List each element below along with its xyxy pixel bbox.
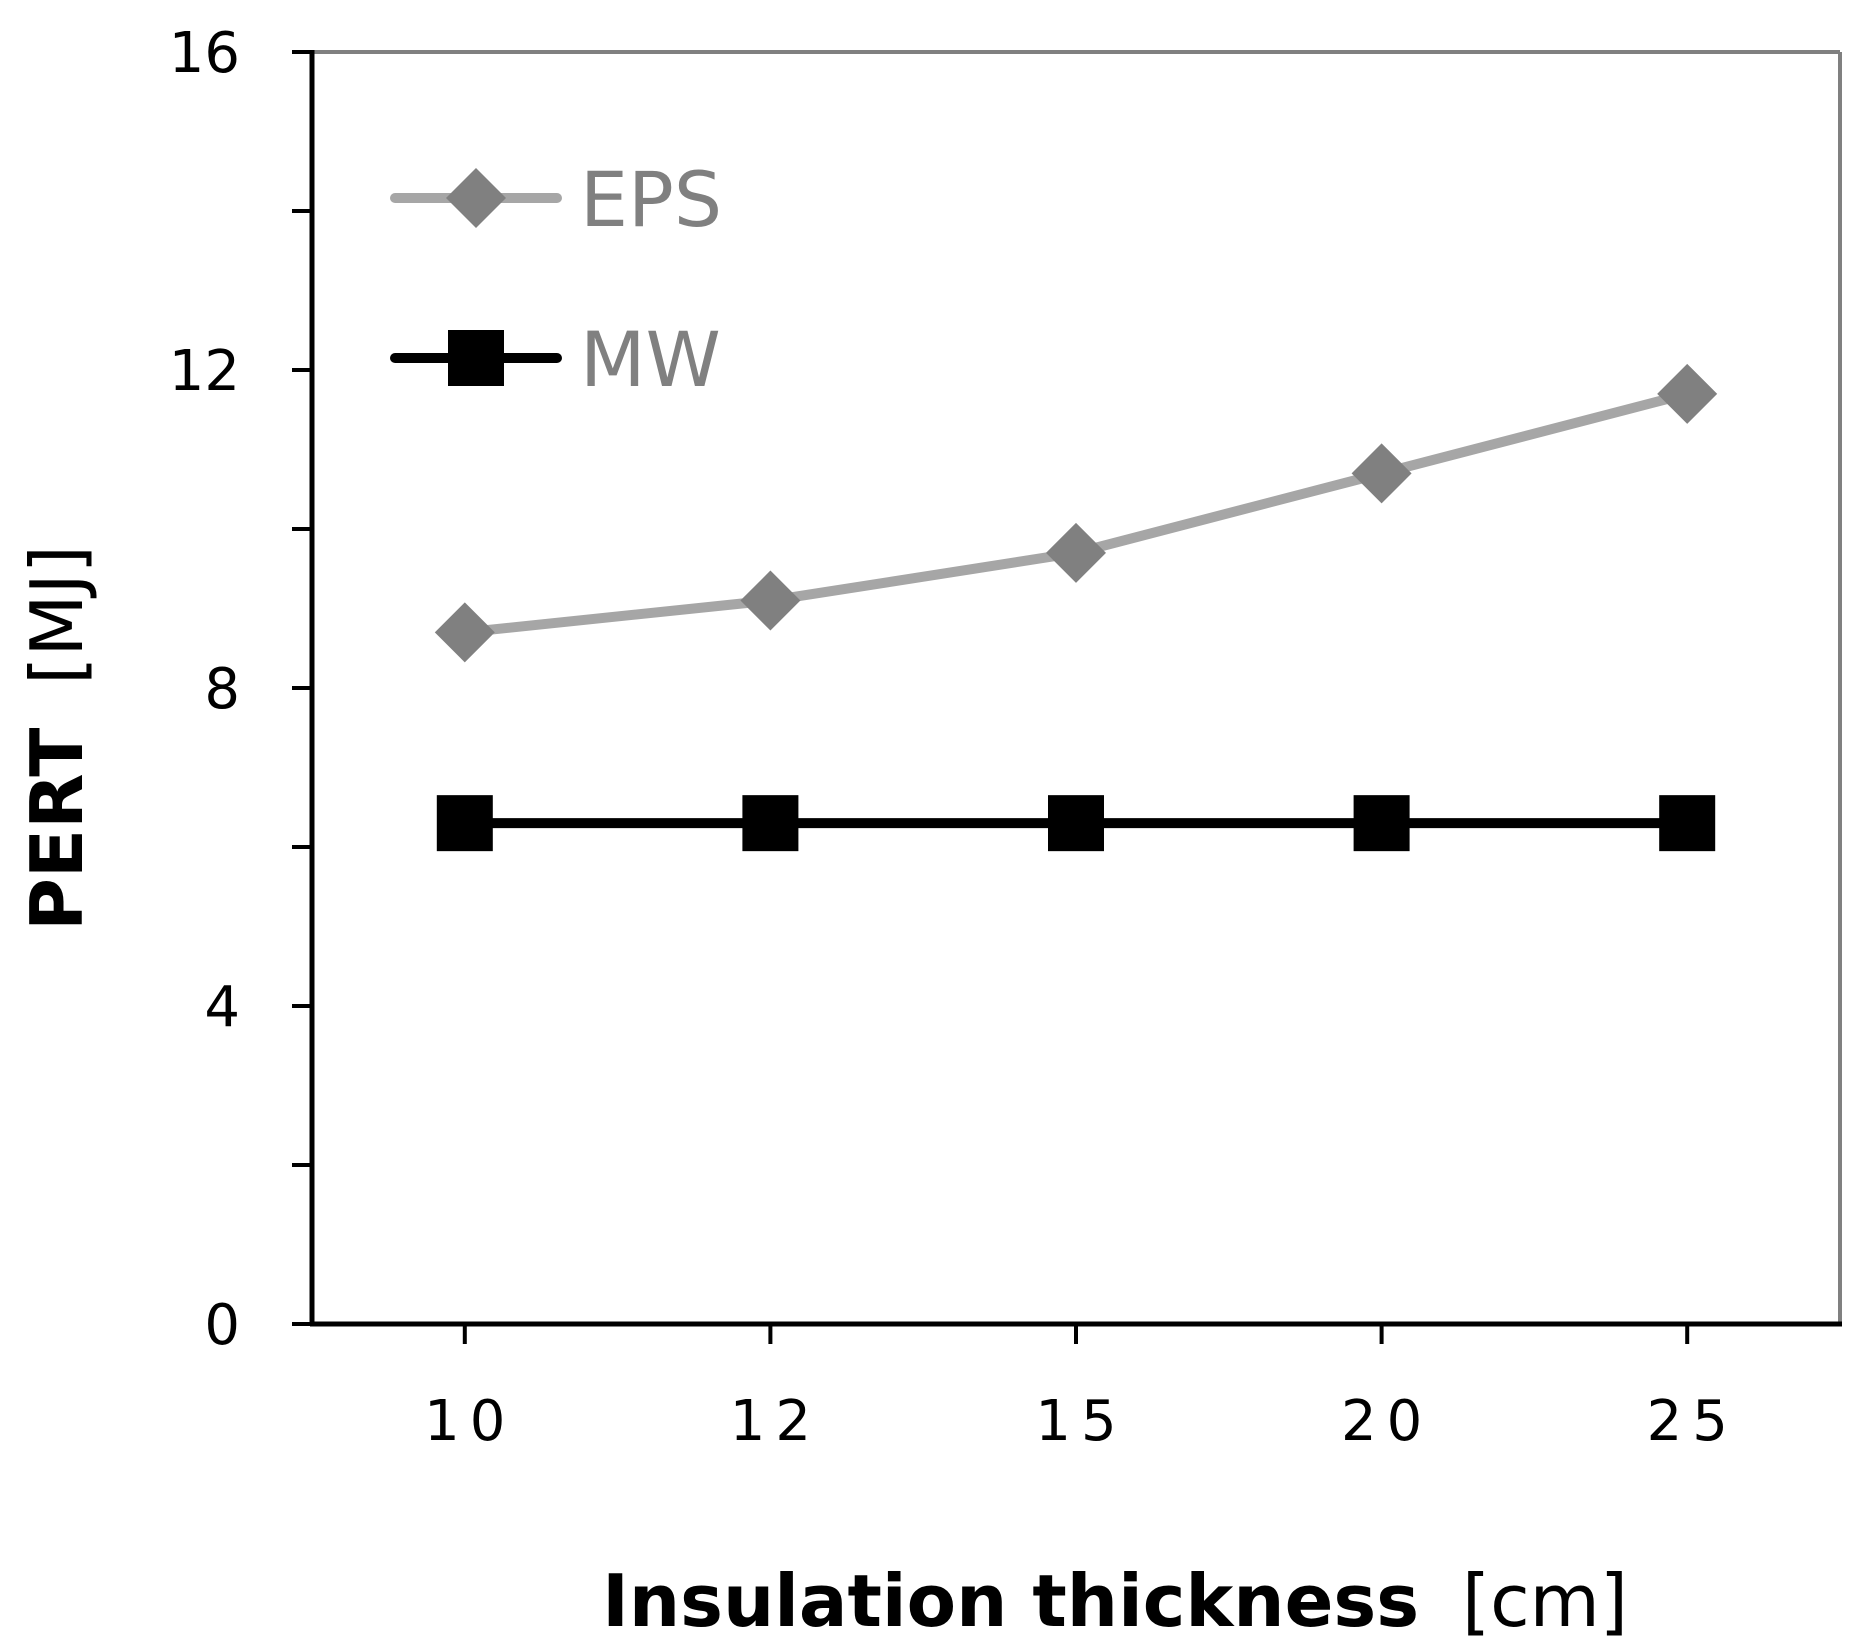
legend-label-mw: MW xyxy=(580,315,721,404)
series-eps xyxy=(434,363,1718,663)
x-tick-label: 20 xyxy=(1341,1389,1432,1454)
x-tick-labels: 10 12 15 20 25 xyxy=(424,1389,1738,1454)
y-tick-labels: 0 4 8 12 16 xyxy=(169,21,240,1358)
y-tick-label: 4 xyxy=(204,975,240,1040)
legend-label-eps: EPS xyxy=(580,155,722,244)
data-point-eps xyxy=(434,602,495,663)
y-tick-label: 16 xyxy=(169,21,240,86)
data-point-mw xyxy=(1048,795,1104,852)
y-axis-title: PERT [MJ] xyxy=(15,545,99,931)
y-tick-label: 12 xyxy=(169,339,240,404)
data-point-eps xyxy=(1046,522,1106,583)
legend-item-eps: EPS xyxy=(390,155,722,244)
legend-marker-eps xyxy=(446,168,506,228)
axes xyxy=(292,50,1842,1344)
x-tick-label: 12 xyxy=(730,1389,821,1454)
x-tick-label: 15 xyxy=(1035,1389,1126,1454)
series-mw xyxy=(436,795,1716,852)
data-point-mw xyxy=(1353,795,1410,852)
x-axis-title-main: Insulation thickness xyxy=(602,1559,1419,1643)
y-tick-label: 8 xyxy=(204,657,240,722)
legend-item-mw: MW xyxy=(390,315,721,404)
y-axis-title-unit: [MJ] xyxy=(15,545,99,685)
data-series xyxy=(434,363,1718,852)
x-tick-label: 10 xyxy=(424,1389,515,1454)
legend: EPS MW xyxy=(390,155,722,404)
data-point-eps xyxy=(1657,363,1718,424)
x-axis-title-unit: [cm] xyxy=(1462,1559,1628,1643)
data-point-mw xyxy=(1659,795,1716,852)
data-point-eps xyxy=(1351,443,1412,504)
y-tick-label: 0 xyxy=(204,1293,240,1358)
data-point-mw xyxy=(436,795,493,852)
x-axis-title: Insulation thickness [cm] xyxy=(602,1559,1628,1643)
y-axis-title-main: PERT xyxy=(15,728,99,931)
plot-frame xyxy=(312,50,1842,1324)
legend-marker-mw xyxy=(448,330,504,386)
data-point-eps xyxy=(740,570,801,631)
x-tick-label: 25 xyxy=(1647,1389,1738,1454)
data-point-mw xyxy=(742,795,799,852)
series-line-eps xyxy=(459,388,1693,638)
